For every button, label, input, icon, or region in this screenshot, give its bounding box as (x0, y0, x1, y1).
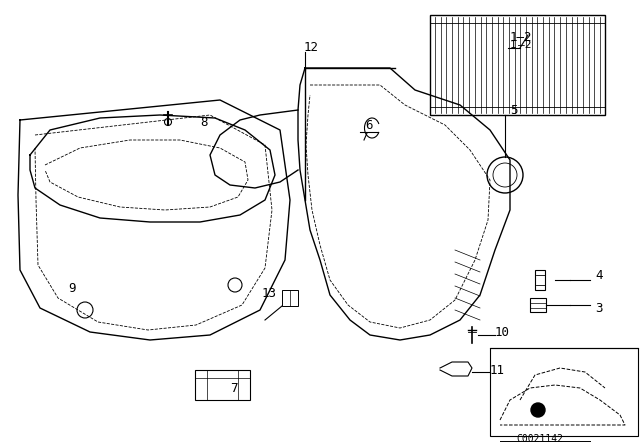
Text: 10: 10 (495, 326, 510, 339)
Text: 5: 5 (510, 103, 518, 116)
Text: 11: 11 (490, 363, 505, 376)
Text: C0021142: C0021142 (516, 434, 563, 444)
Circle shape (531, 403, 545, 417)
Bar (282, 290, 298, 306)
Text: 8: 8 (200, 116, 207, 129)
Bar (490, 348, 638, 436)
Bar (195, 370, 250, 400)
Text: 3: 3 (595, 302, 602, 314)
Text: 1–2: 1–2 (510, 30, 532, 43)
Text: 7: 7 (230, 382, 237, 395)
Bar (430, 15, 605, 115)
Bar (535, 270, 545, 290)
Text: 9: 9 (68, 281, 76, 294)
Text: 6: 6 (365, 119, 372, 132)
Bar (530, 298, 546, 312)
Text: 4: 4 (595, 268, 602, 281)
Text: 13: 13 (262, 287, 277, 300)
Text: –2: –2 (518, 40, 531, 50)
Text: 1: 1 (510, 40, 516, 50)
Text: 12: 12 (304, 40, 319, 53)
